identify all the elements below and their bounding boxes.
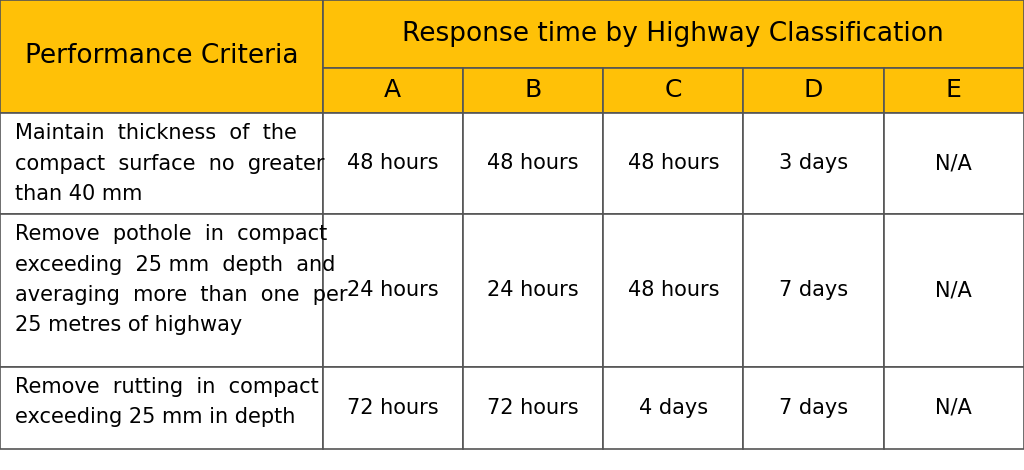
Bar [323,113,463,214]
Text: D: D [804,78,823,102]
Text: 7 days: 7 days [779,280,848,300]
Text: 3 days: 3 days [779,153,848,173]
Bar [0,0,323,113]
Bar [743,113,884,214]
Text: 48 hours: 48 hours [487,153,579,173]
Bar [603,214,743,367]
Bar [884,367,1024,449]
Bar [743,214,884,367]
Bar [0,214,323,367]
Bar [323,68,463,113]
Bar [323,367,463,449]
Text: 48 hours: 48 hours [347,153,438,173]
Bar [463,68,603,113]
Bar [884,113,1024,214]
Text: 72 hours: 72 hours [347,398,438,418]
Bar [603,68,743,113]
Bar [884,214,1024,367]
Text: 72 hours: 72 hours [487,398,579,418]
Bar [743,68,884,113]
Bar [0,113,323,214]
Text: 24 hours: 24 hours [347,280,438,300]
Bar [323,0,1024,68]
Text: B: B [524,78,542,102]
Bar [0,367,323,449]
Text: 48 hours: 48 hours [628,153,719,173]
Text: C: C [665,78,682,102]
Text: Maintain  thickness  of  the
compact  surface  no  greater
than 40 mm: Maintain thickness of the compact surfac… [15,123,325,204]
Text: 48 hours: 48 hours [628,280,719,300]
Text: 24 hours: 24 hours [487,280,579,300]
Text: N/A: N/A [936,153,972,173]
Bar [463,367,603,449]
Text: Performance Criteria: Performance Criteria [25,43,298,70]
Text: 4 days: 4 days [639,398,708,418]
Text: Remove  pothole  in  compact
exceeding  25 mm  depth  and
averaging  more  than : Remove pothole in compact exceeding 25 m… [15,224,348,336]
Bar [323,214,463,367]
Text: Response time by Highway Classification: Response time by Highway Classification [402,21,944,47]
Bar [463,113,603,214]
Text: Remove  rutting  in  compact
exceeding 25 mm in depth: Remove rutting in compact exceeding 25 m… [15,377,319,427]
Text: N/A: N/A [936,398,972,418]
Text: 7 days: 7 days [779,398,848,418]
Bar [743,367,884,449]
Bar [884,68,1024,113]
Text: A: A [384,78,401,102]
Text: N/A: N/A [936,280,972,300]
Text: E: E [946,78,962,102]
Bar [463,214,603,367]
Bar [603,113,743,214]
Bar [603,367,743,449]
